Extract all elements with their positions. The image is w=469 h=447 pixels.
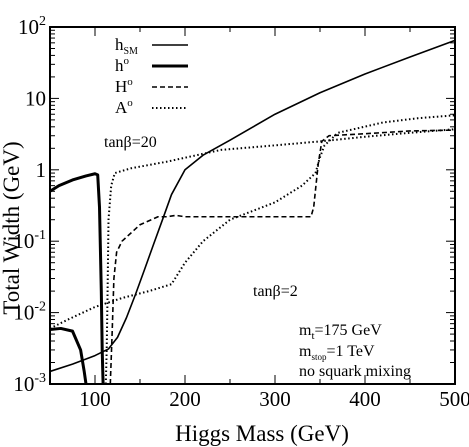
legend-label: Ao	[115, 97, 133, 117]
legend-label: Ho	[115, 76, 133, 96]
curve-series-1	[49, 172, 105, 385]
curve-series-3	[104, 128, 456, 385]
x-tick-label: 400	[349, 387, 381, 411]
x-tick-label: 500	[439, 387, 469, 411]
y-tick-label: 10-2	[13, 300, 46, 325]
legend-label: ho	[115, 55, 130, 75]
x-tick-labels: 100 200 300 400 500	[79, 387, 469, 411]
y-tick-label: 102	[18, 14, 46, 39]
y-tick-label: 10-3	[13, 371, 46, 396]
y-tick-label: 10	[25, 86, 46, 110]
x-tick-label: 300	[259, 387, 291, 411]
legend-label: hSM	[115, 35, 138, 57]
curve-series-0	[49, 39, 456, 373]
annotation-mt: mt=175 GeV	[299, 322, 382, 342]
annotation-tanb2: tanβ=2	[253, 283, 298, 300]
y-tick-labels: 10-3 10-2 10-1 1 10 102	[13, 14, 46, 396]
y-tick-label: 10-1	[13, 228, 46, 253]
annotation-mstop: mstop=1 TeV	[299, 343, 375, 362]
y-tick-label: 1	[36, 158, 47, 182]
x-tick-label: 100	[79, 387, 111, 411]
series-curves	[49, 39, 456, 385]
curve-series-2	[49, 326, 88, 385]
y-axis-label: Total Width (GeV)	[0, 141, 24, 314]
plot-frame	[49, 26, 456, 385]
x-tick-label: 200	[169, 387, 201, 411]
annotation-tanb20: tanβ=20	[104, 134, 157, 151]
annotation-no-squark-mixing: no squark mixing	[299, 363, 411, 380]
tick-marks	[49, 26, 456, 385]
curve-series-5	[109, 129, 456, 385]
x-axis-label: Higgs Mass (GeV)	[175, 421, 349, 446]
